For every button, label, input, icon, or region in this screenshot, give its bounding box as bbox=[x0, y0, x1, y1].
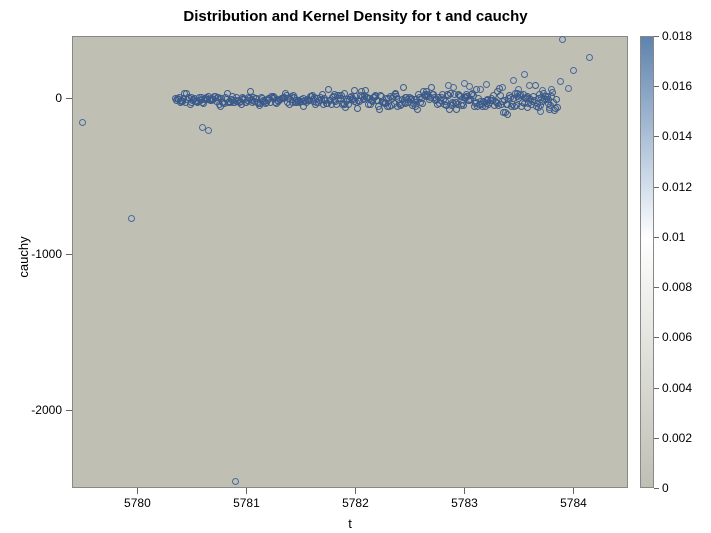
colorbar-tick-label: 0.014 bbox=[662, 129, 692, 143]
colorbar-tick bbox=[654, 337, 659, 338]
data-point bbox=[483, 81, 490, 88]
data-point bbox=[554, 104, 561, 111]
colorbar-tick bbox=[654, 488, 659, 489]
data-point bbox=[400, 84, 407, 91]
data-point bbox=[570, 67, 577, 74]
x-tick bbox=[137, 488, 138, 494]
data-point bbox=[419, 100, 426, 107]
x-tick-label: 5780 bbox=[124, 496, 151, 510]
x-tick bbox=[573, 488, 574, 494]
x-tick-label: 5781 bbox=[233, 496, 260, 510]
y-tick bbox=[66, 410, 72, 411]
data-point bbox=[428, 84, 435, 91]
y-tick bbox=[66, 254, 72, 255]
colorbar-tick bbox=[654, 287, 659, 288]
colorbar bbox=[640, 36, 654, 488]
colorbar-tick bbox=[654, 388, 659, 389]
data-point bbox=[557, 78, 564, 85]
data-point bbox=[450, 84, 457, 91]
colorbar-tick bbox=[654, 36, 659, 37]
colorbar-tick-label: 0.01 bbox=[662, 230, 685, 244]
chart-title: Distribution and Kernel Density for t an… bbox=[0, 8, 711, 25]
colorbar-tick-label: 0.006 bbox=[662, 330, 692, 344]
data-point bbox=[553, 96, 560, 103]
data-point bbox=[499, 84, 506, 91]
data-point bbox=[376, 106, 383, 113]
colorbar-tick-label: 0.004 bbox=[662, 381, 692, 395]
data-point bbox=[205, 127, 212, 134]
y-tick-label: -2000 bbox=[0, 403, 62, 417]
data-point bbox=[559, 36, 566, 43]
colorbar-tick-label: 0.012 bbox=[662, 180, 692, 194]
x-axis-label: t bbox=[72, 516, 628, 531]
y-tick bbox=[66, 98, 72, 99]
x-tick-label: 5782 bbox=[342, 496, 369, 510]
data-point bbox=[510, 77, 517, 84]
data-point bbox=[521, 71, 528, 78]
y-tick-label: 0 bbox=[0, 91, 62, 105]
colorbar-tick-label: 0.018 bbox=[662, 29, 692, 43]
colorbar-tick bbox=[654, 438, 659, 439]
colorbar-tick-label: 0.008 bbox=[662, 280, 692, 294]
data-point bbox=[586, 54, 593, 61]
colorbar-tick bbox=[654, 237, 659, 238]
colorbar-tick bbox=[654, 187, 659, 188]
x-tick-label: 5784 bbox=[560, 496, 587, 510]
colorbar-tick-label: 0.016 bbox=[662, 79, 692, 93]
colorbar-tick-label: 0.002 bbox=[662, 431, 692, 445]
x-tick-label: 5783 bbox=[451, 496, 478, 510]
colorbar-tick-label: 0 bbox=[662, 481, 669, 495]
y-tick-label: -1000 bbox=[0, 247, 62, 261]
scatter-density-chart: Distribution and Kernel Density for t an… bbox=[0, 0, 711, 533]
x-tick bbox=[464, 488, 465, 494]
x-tick bbox=[246, 488, 247, 494]
colorbar-tick bbox=[654, 86, 659, 87]
x-tick bbox=[355, 488, 356, 494]
colorbar-tick bbox=[654, 136, 659, 137]
